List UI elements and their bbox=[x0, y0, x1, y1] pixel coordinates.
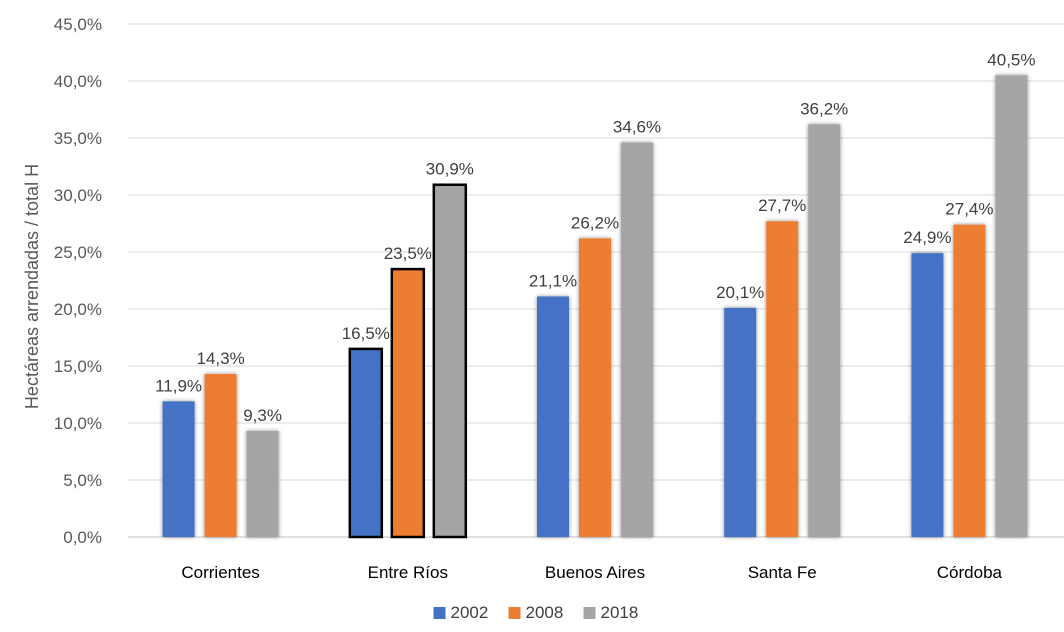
bar-2002-santa-fe bbox=[724, 307, 757, 537]
y-axis-title: Hectáreas arrendadas / total H bbox=[22, 164, 42, 409]
legend-swatch bbox=[433, 607, 446, 619]
legend-label: 2002 bbox=[451, 603, 489, 622]
bar-2018-santa-fe bbox=[808, 124, 841, 537]
category-label: Santa Fe bbox=[748, 563, 817, 582]
bars bbox=[162, 75, 1028, 539]
y-tick-label: 25,0% bbox=[54, 243, 102, 262]
data-label: 36,2% bbox=[800, 99, 848, 118]
bar-2018-córdoba bbox=[995, 75, 1028, 538]
bar-2008-santa-fe bbox=[766, 221, 799, 537]
data-label: 14,3% bbox=[196, 349, 244, 368]
data-label: 21,1% bbox=[529, 271, 577, 290]
y-tick-label: 5,0% bbox=[63, 471, 102, 490]
legend-item: 2002 bbox=[433, 603, 489, 622]
y-tick-label: 10,0% bbox=[54, 414, 102, 433]
y-tick-label: 0,0% bbox=[63, 528, 102, 547]
data-label: 24,9% bbox=[903, 228, 951, 247]
data-label: 26,2% bbox=[571, 213, 619, 232]
bar-2002-entre-ríos bbox=[348, 347, 384, 539]
category-label: Corrientes bbox=[181, 563, 259, 582]
bar-2008-corrientes bbox=[204, 373, 237, 537]
legend-swatch bbox=[508, 607, 521, 619]
data-label: 9,3% bbox=[243, 406, 282, 425]
x-axis: Corrientes Entre Ríos Buenos Aires Santa Fe… bbox=[181, 563, 1002, 582]
bar-2008-buenos-aires bbox=[579, 238, 611, 537]
legend-label: 2008 bbox=[526, 603, 564, 622]
data-label: 16,5% bbox=[342, 324, 390, 343]
bar-2018-entre-ríos bbox=[432, 183, 468, 539]
data-label: 20,1% bbox=[716, 283, 764, 302]
data-label: 11,9% bbox=[155, 376, 202, 395]
bar-2018-buenos-aires bbox=[621, 142, 653, 537]
data-labels: 11,9% 14,3% 9,3% 16,5% 23,5% 30,9% 21,1% 26,2% 3… bbox=[155, 50, 1035, 425]
data-label: 27,4% bbox=[945, 200, 993, 219]
data-label: 34,6% bbox=[613, 118, 661, 137]
category-label: Buenos Aires bbox=[545, 563, 645, 582]
y-tick-label: 15,0% bbox=[54, 357, 102, 376]
legend: 2002 2008 2018 bbox=[433, 603, 639, 622]
category-label: Córdoba bbox=[937, 563, 1003, 582]
bar-2002-buenos-aires bbox=[537, 296, 569, 537]
legend-label: 2018 bbox=[601, 603, 639, 622]
y-tick-label: 20,0% bbox=[54, 300, 102, 319]
y-tick-label: 30,0% bbox=[54, 186, 102, 205]
legend-swatch bbox=[583, 607, 596, 619]
bar-2018-corrientes bbox=[246, 430, 279, 537]
y-tick-label: 45,0% bbox=[54, 15, 102, 34]
y-tick-label: 35,0% bbox=[54, 129, 102, 148]
legend-item: 2008 bbox=[508, 603, 564, 622]
y-axis: 0,0% 5,0% 10,0% 15,0% 20,0% 25,0% 30,0% 35,0% 40… bbox=[54, 15, 102, 547]
data-label: 30,9% bbox=[426, 160, 474, 179]
data-label: 27,7% bbox=[758, 196, 806, 215]
category-label: Entre Ríos bbox=[368, 563, 448, 582]
bar-2008-entre-ríos bbox=[390, 267, 426, 539]
legend-item: 2018 bbox=[583, 603, 639, 622]
bar-2008-córdoba bbox=[953, 224, 986, 537]
bar-2002-córdoba bbox=[911, 253, 944, 537]
y-tick-label: 40,0% bbox=[54, 72, 102, 91]
bar-2002-corrientes bbox=[162, 401, 195, 537]
data-label: 40,5% bbox=[987, 50, 1035, 69]
data-label: 23,5% bbox=[384, 244, 432, 263]
